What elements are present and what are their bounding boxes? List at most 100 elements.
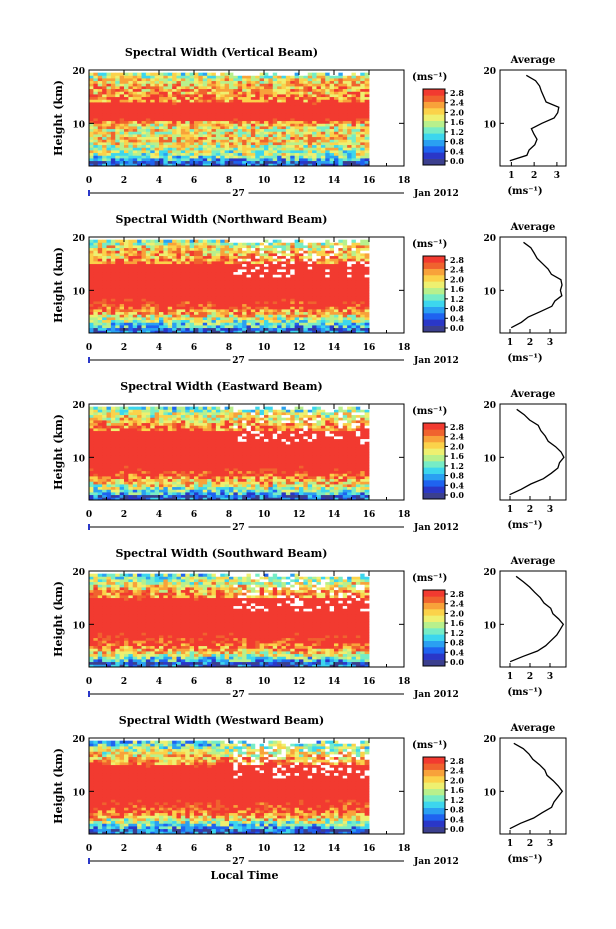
heatmap-cell	[132, 86, 138, 90]
heatmap-cell	[299, 152, 304, 156]
heatmap-cell	[180, 136, 186, 140]
heatmap-cell	[264, 120, 269, 124]
heatmap-cell	[250, 118, 256, 122]
heatmap-cell	[159, 160, 164, 164]
heatmap-cell	[215, 266, 221, 270]
heatmap-cell	[303, 279, 309, 283]
heatmap-cell	[281, 261, 287, 265]
heatmap-cell	[320, 311, 326, 315]
heatmap-cell	[237, 245, 243, 249]
heatmap-cell	[347, 242, 352, 246]
heatmap-cell	[97, 250, 103, 254]
heatmap-cell	[250, 139, 256, 143]
heatmap-cell	[198, 258, 204, 262]
heatmap-cell	[185, 290, 191, 294]
heatmap-cell	[264, 245, 269, 249]
heatmap-cell	[211, 282, 217, 286]
heatmap-cell	[312, 152, 317, 156]
heatmap-cell	[281, 94, 287, 98]
heatmap-cell	[320, 279, 326, 283]
heatmap-cell	[329, 80, 335, 84]
heatmap-cell	[137, 287, 142, 291]
heatmap-cell	[137, 314, 142, 318]
heatmap-cell	[360, 123, 366, 127]
heatmap-cell	[128, 285, 134, 289]
heatmap-cell	[93, 99, 99, 103]
heatmap-cell	[115, 99, 121, 103]
heatmap-cell	[342, 112, 348, 116]
heatmap-cell	[137, 298, 142, 302]
heatmap-cell	[194, 144, 199, 148]
heatmap-cell	[303, 104, 309, 108]
heatmap-cell	[342, 290, 348, 294]
heatmap-cell	[307, 285, 313, 289]
heatmap-cell	[246, 128, 252, 132]
heatmap-cell	[259, 282, 265, 286]
heatmap-cell	[325, 158, 331, 162]
heatmap-cell	[141, 255, 147, 259]
heatmap-cell	[145, 314, 151, 318]
heatmap-cell	[110, 492, 116, 496]
heatmap-cell	[342, 301, 348, 305]
heatmap-cell	[338, 150, 344, 154]
heatmap-cell	[320, 155, 326, 159]
heatmap-cell	[154, 155, 160, 159]
heatmap-cell	[132, 88, 138, 92]
heatmap-cell	[233, 261, 239, 265]
heatmap-cell	[307, 295, 313, 299]
heatmap-cell	[224, 163, 230, 167]
heatmap-cell	[277, 266, 282, 270]
heatmap-cell	[294, 239, 300, 243]
heatmap-cell	[347, 147, 352, 151]
heatmap-cell	[299, 99, 304, 103]
heatmap-cell	[89, 285, 94, 289]
heatmap-cell	[211, 136, 217, 140]
heatmap-cell	[325, 271, 331, 275]
heatmap-cell	[119, 494, 125, 498]
heatmap-cell	[246, 134, 252, 138]
heatmap-cell	[277, 72, 282, 76]
heatmap-cell	[202, 489, 208, 493]
heatmap-cell	[334, 309, 339, 313]
heatmap-cell	[347, 136, 352, 140]
heatmap-cell	[198, 147, 204, 151]
heatmap-cell	[229, 144, 234, 148]
heatmap-cell	[250, 96, 256, 100]
heatmap-cell	[119, 269, 125, 273]
heatmap-cell	[224, 309, 230, 313]
heatmap-cell	[303, 112, 309, 116]
heatmap-cell	[233, 134, 239, 138]
heatmap-cell	[272, 282, 278, 286]
heatmap-cell	[198, 303, 204, 307]
heatmap-cell	[351, 322, 357, 326]
heatmap-cell	[360, 271, 366, 275]
heatmap-cell	[137, 147, 142, 151]
heatmap-cell	[198, 247, 204, 251]
heatmap-cell	[128, 247, 134, 251]
heatmap-cell	[360, 287, 366, 291]
heatmap-cell	[180, 325, 186, 329]
heatmap-cell	[329, 258, 335, 262]
heatmap-cell	[97, 303, 103, 307]
heatmap-cell	[329, 242, 335, 246]
heatmap-cell	[325, 126, 331, 130]
heatmap-cell	[250, 142, 256, 146]
heatmap-cell	[364, 293, 370, 297]
heatmap-cell	[202, 269, 208, 273]
heatmap-cell	[185, 134, 191, 138]
heatmap-cell	[250, 306, 256, 310]
heatmap-cell	[272, 152, 278, 156]
heatmap-cell	[194, 250, 199, 254]
heatmap-cell	[281, 274, 287, 278]
colorbar-tick-label: 0.0	[450, 156, 464, 166]
heatmap-cell	[264, 88, 269, 92]
heatmap-cell	[172, 110, 177, 114]
heatmap-cell	[233, 274, 239, 278]
heatmap-cell	[316, 330, 322, 334]
heatmap-cell	[364, 126, 370, 130]
heatmap-cell	[299, 158, 304, 162]
heatmap-cell	[320, 147, 326, 151]
heatmap-cell	[259, 245, 265, 249]
heatmap-cell	[250, 136, 256, 140]
heatmap-cell	[246, 94, 252, 98]
